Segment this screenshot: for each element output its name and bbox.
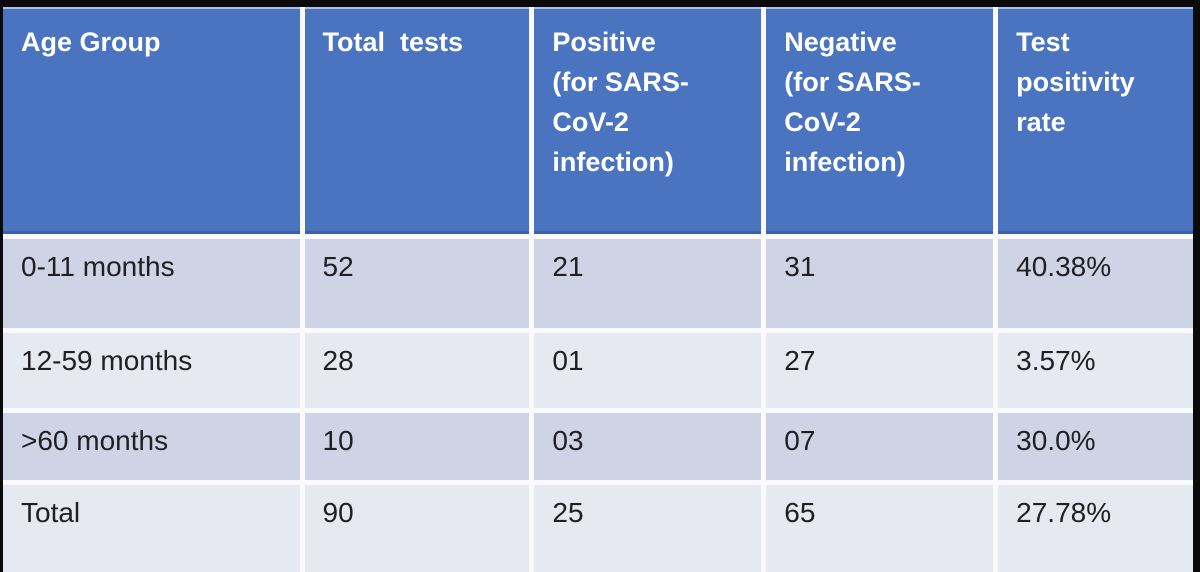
header-row: Age Group Total tests Positive (for SARS… <box>3 7 1193 237</box>
cell-positivity-rate: 40.38% <box>996 237 1193 331</box>
cell-positive: 03 <box>532 411 764 483</box>
table-row-total: Total 90 25 65 27.78% <box>3 483 1193 572</box>
cell-total-tests: 52 <box>302 237 532 331</box>
table-row-over-60-months: >60 months 10 03 07 30.0% <box>3 411 1193 483</box>
cell-total-tests: 28 <box>302 331 532 411</box>
cell-age-group: 0-11 months <box>3 237 302 331</box>
cell-total-tests: 90 <box>302 483 532 572</box>
column-header-positivity-rate: Test positivity rate <box>996 7 1193 237</box>
cell-negative: 07 <box>764 411 996 483</box>
cell-positivity-rate: 27.78% <box>996 483 1193 572</box>
cell-negative: 65 <box>764 483 996 572</box>
cell-age-group: 12-59 months <box>3 331 302 411</box>
table-body: 0-11 months 52 21 31 40.38% 12-59 months… <box>3 237 1193 572</box>
cell-positive: 25 <box>532 483 764 572</box>
cell-positivity-rate: 3.57% <box>996 331 1193 411</box>
table-row-12-59-months: 12-59 months 28 01 27 3.57% <box>3 331 1193 411</box>
cell-total-tests: 10 <box>302 411 532 483</box>
cell-negative: 27 <box>764 331 996 411</box>
column-header-negative: Negative (for SARS- CoV-2 infection) <box>764 7 996 237</box>
column-header-age-group: Age Group <box>3 7 302 237</box>
test-results-table: Age Group Total tests Positive (for SARS… <box>3 7 1193 572</box>
column-header-total-tests: Total tests <box>302 7 532 237</box>
cell-age-group: Total <box>3 483 302 572</box>
cell-negative: 31 <box>764 237 996 331</box>
cell-age-group: >60 months <box>3 411 302 483</box>
table-row-0-11-months: 0-11 months 52 21 31 40.38% <box>3 237 1193 331</box>
column-header-positive: Positive (for SARS- CoV-2 infection) <box>532 7 764 237</box>
cell-positivity-rate: 30.0% <box>996 411 1193 483</box>
black-frame: Age Group Total tests Positive (for SARS… <box>0 0 1200 517</box>
cell-positive: 01 <box>532 331 764 411</box>
cell-positive: 21 <box>532 237 764 331</box>
table-header: Age Group Total tests Positive (for SARS… <box>3 7 1193 237</box>
